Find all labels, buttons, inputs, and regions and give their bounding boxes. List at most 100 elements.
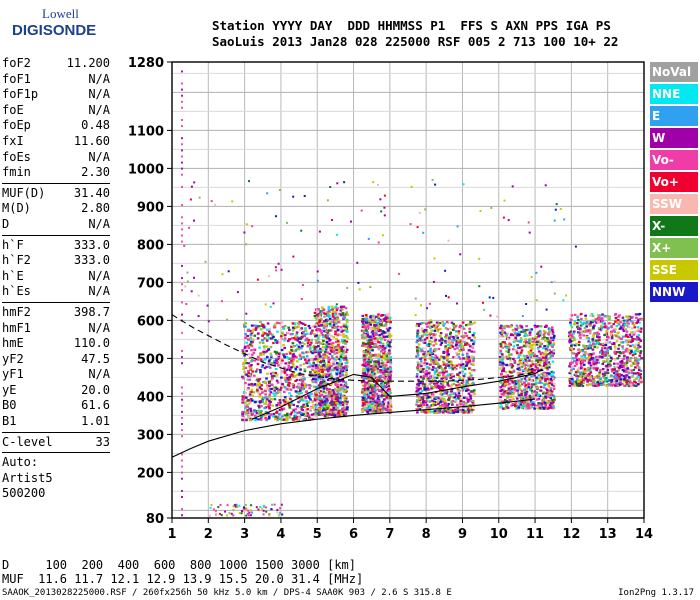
echo-point — [462, 400, 466, 403]
echo-point — [325, 336, 329, 339]
echo-point — [374, 360, 378, 364]
echo-point — [277, 352, 281, 355]
echo-point — [467, 349, 471, 352]
logo-lowell-text: Lowell — [42, 6, 79, 21]
echo-point — [332, 369, 336, 372]
echo-point — [309, 398, 312, 401]
param-row: hmE 110.0 — [2, 336, 110, 352]
echo-point — [462, 408, 465, 411]
echo-point — [295, 336, 299, 339]
echo-point — [423, 328, 427, 332]
echo-point — [470, 339, 473, 342]
echo-point — [628, 318, 632, 321]
echo-point — [456, 410, 460, 414]
echo-point — [389, 370, 393, 373]
echo-point — [345, 407, 349, 411]
echo-point — [344, 313, 348, 316]
echo-point — [536, 340, 539, 343]
echo-point — [269, 337, 273, 340]
echo-point — [365, 321, 368, 324]
echo-point — [246, 344, 250, 347]
echo-point — [535, 404, 539, 407]
echo-point — [431, 352, 435, 356]
echo-point — [261, 339, 264, 342]
echo-point — [444, 409, 447, 412]
echo-point — [288, 396, 292, 399]
echo-point — [547, 361, 550, 364]
echo-point — [327, 356, 330, 359]
echo-point — [300, 384, 304, 387]
echo-point — [372, 364, 375, 367]
echo-point — [424, 389, 428, 392]
echo-point — [551, 332, 555, 335]
echo-point — [373, 406, 377, 409]
echo-point — [341, 374, 344, 377]
echo-point — [470, 369, 474, 372]
echo-point — [429, 343, 432, 346]
echo-point — [552, 385, 556, 388]
echo-point — [291, 333, 294, 336]
echo-point — [427, 335, 431, 338]
echo-point — [341, 312, 345, 315]
echo-point — [444, 345, 447, 348]
echo-point — [533, 353, 536, 356]
echo-point — [332, 390, 336, 393]
echo-point — [288, 338, 291, 341]
echo-point — [527, 405, 531, 408]
echo-point — [457, 383, 461, 387]
echo-point — [377, 328, 380, 331]
echo-point — [328, 338, 332, 342]
echo-point — [502, 369, 506, 372]
echo-point — [451, 341, 454, 344]
echo-point — [425, 411, 429, 414]
param-row: foE N/A — [2, 103, 110, 119]
echo-point — [288, 376, 291, 379]
echo-point — [548, 351, 552, 355]
echo-point — [416, 347, 420, 350]
echo-point — [285, 419, 288, 422]
param-value: N/A — [88, 87, 110, 102]
echo-point — [302, 403, 305, 406]
echo-point — [514, 386, 517, 389]
echo-point — [598, 371, 601, 374]
param-name: h`F — [2, 237, 24, 252]
echo-point — [503, 356, 506, 359]
echo-point — [633, 326, 637, 329]
echo-point — [363, 320, 366, 323]
echo-point — [330, 365, 333, 368]
echo-point — [342, 341, 345, 344]
echo-point — [293, 416, 296, 419]
echo-point — [335, 309, 339, 312]
echo-point — [520, 346, 524, 349]
echo-point — [538, 357, 541, 360]
echo-point — [501, 346, 504, 349]
echo-point — [428, 375, 432, 378]
echo-point — [267, 380, 271, 383]
echo-point — [471, 322, 475, 325]
echo-point — [434, 411, 438, 414]
echo-point — [498, 358, 502, 362]
echo-point — [445, 392, 448, 395]
echo-point — [528, 388, 532, 391]
echo-point — [365, 362, 369, 365]
echo-point — [319, 342, 322, 345]
echo-point — [524, 356, 527, 360]
echo-point — [292, 353, 295, 356]
echo-point — [268, 389, 271, 392]
echo-point — [508, 342, 511, 345]
echo-point — [634, 381, 638, 384]
echo-point — [422, 347, 425, 350]
echo-point — [320, 402, 323, 405]
echo-point — [326, 331, 330, 335]
echo-point — [638, 338, 641, 341]
echo-point — [443, 392, 446, 395]
param-name: foEs — [2, 149, 31, 164]
echo-point — [381, 367, 385, 370]
echo-point — [525, 375, 528, 378]
echo-point — [325, 354, 329, 357]
echo-point — [524, 407, 527, 410]
echo-point — [334, 408, 337, 411]
echo-point — [366, 381, 370, 384]
echo-point — [369, 335, 372, 338]
echo-point — [314, 364, 318, 367]
